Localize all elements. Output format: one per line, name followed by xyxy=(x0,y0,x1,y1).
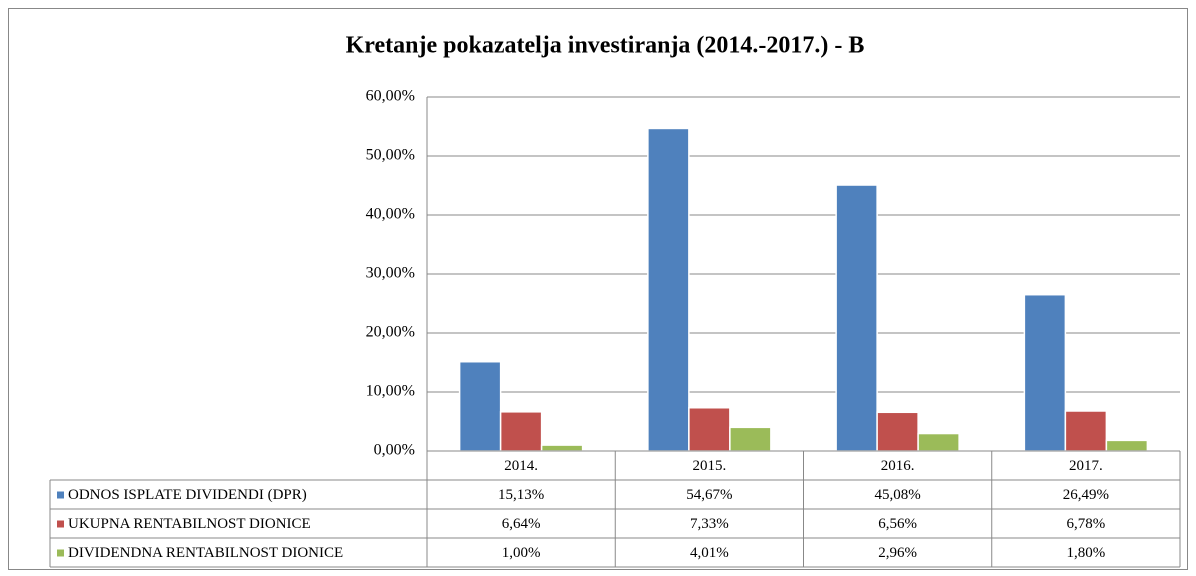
data-label: 15,13% xyxy=(498,487,544,503)
legend-label: ODNOS ISPLATE DIVIDENDI (DPR) xyxy=(68,487,307,503)
y-tick-label: 0,00% xyxy=(374,442,415,459)
bar xyxy=(458,360,502,452)
bar xyxy=(1064,410,1108,452)
legend-swatch xyxy=(57,520,64,528)
data-label: 26,49% xyxy=(1063,487,1109,503)
chart-border xyxy=(8,8,1188,570)
bar xyxy=(835,184,878,452)
bar xyxy=(1105,439,1149,452)
data-label: 2,96% xyxy=(878,545,917,561)
x-tick-label: 2017. xyxy=(1069,458,1103,474)
data-label: 7,33% xyxy=(690,516,729,532)
data-label: 6,64% xyxy=(502,516,541,532)
legend-swatch xyxy=(57,549,64,557)
bar xyxy=(647,127,690,452)
y-tick-label: 10,00% xyxy=(366,383,415,400)
x-tick-label: 2016. xyxy=(881,458,915,474)
y-tick-label: 40,00% xyxy=(366,206,415,223)
bar xyxy=(729,426,772,452)
legend-label: DIVIDENDNA RENTABILNOST DIONICE xyxy=(68,545,343,561)
bar xyxy=(540,444,584,452)
y-tick-label: 20,00% xyxy=(366,324,415,341)
legend-swatch xyxy=(57,491,64,499)
bar xyxy=(917,432,960,452)
data-label: 1,00% xyxy=(502,545,541,561)
data-label: 1,80% xyxy=(1067,545,1106,561)
bar xyxy=(1023,293,1067,452)
bar xyxy=(499,411,543,452)
data-label: 4,01% xyxy=(690,545,729,561)
bar xyxy=(876,411,919,452)
y-tick-label: 30,00% xyxy=(366,265,415,282)
y-tick-label: 50,00% xyxy=(366,147,415,164)
y-tick-label: 60,00% xyxy=(366,88,415,105)
x-tick-label: 2015. xyxy=(693,458,727,474)
chart-title: Kretanje pokazatelja investiranja (2014.… xyxy=(346,33,865,59)
legend-label: UKUPNA RENTABILNOST DIONICE xyxy=(68,516,311,532)
bar xyxy=(688,407,731,452)
data-label: 54,67% xyxy=(686,487,732,503)
data-label: 6,56% xyxy=(878,516,917,532)
data-label: 45,08% xyxy=(875,487,921,503)
x-tick-label: 2014. xyxy=(504,458,538,474)
data-label: 6,78% xyxy=(1067,516,1106,532)
